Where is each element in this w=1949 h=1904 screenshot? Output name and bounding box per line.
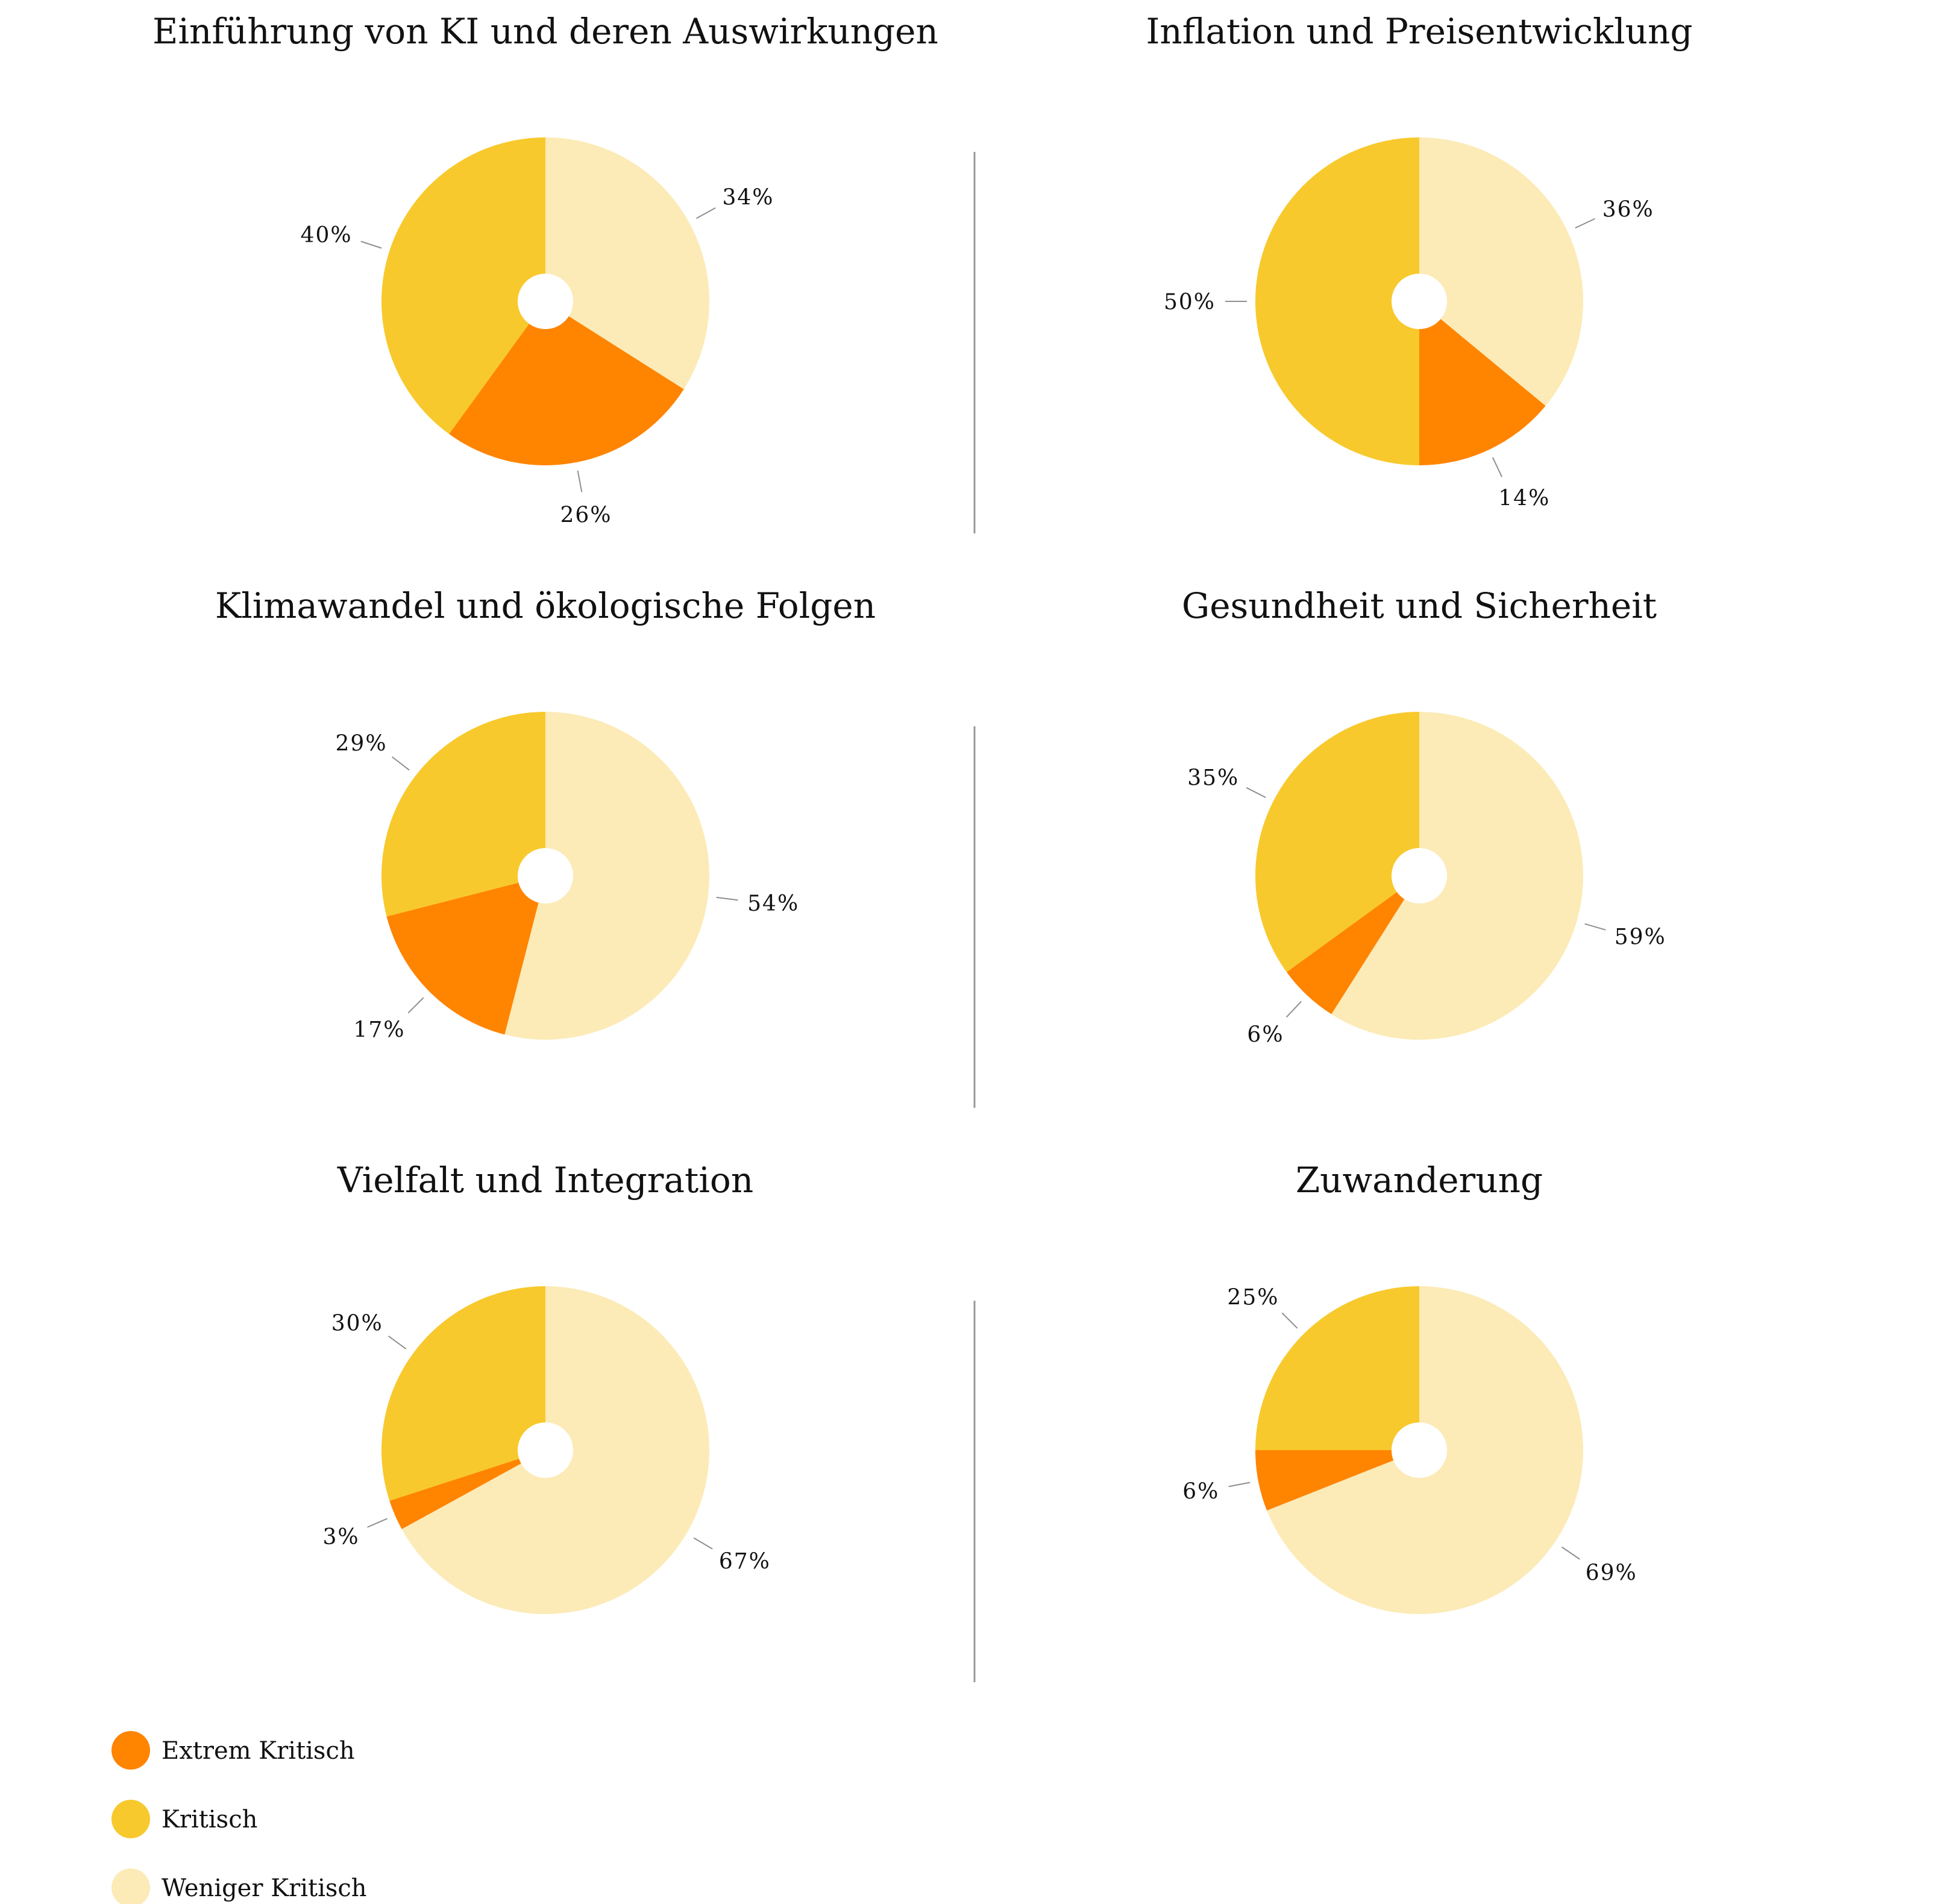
pie-slice-kritisch xyxy=(381,1286,545,1501)
data-label-kritisch: 29% xyxy=(336,731,388,756)
chart-title: Vielfalt und Integration xyxy=(337,1160,753,1201)
pie-chart-gesundheit-und-sicherheit: Gesundheit und Sicherheit 59% 6% 35% xyxy=(1182,585,1666,1047)
data-label-extrem-kritisch: 26% xyxy=(560,503,612,528)
data-label-kritisch: 50% xyxy=(1164,290,1216,315)
pie-slice-weniger-kritisch xyxy=(1419,137,1584,406)
legend-label: Kritisch xyxy=(162,1806,257,1833)
leader-line xyxy=(367,1518,388,1528)
pie-slice-kritisch xyxy=(381,137,545,435)
data-label-weniger-kritisch: 69% xyxy=(1586,1560,1637,1585)
pie-slice-kritisch xyxy=(381,712,545,917)
charts-grid: Einführung von KI und deren Auswirkungen… xyxy=(152,11,1693,1615)
leader-line xyxy=(696,207,716,219)
chart-title: Gesundheit und Sicherheit xyxy=(1182,585,1657,626)
legend-item-extrem-kritisch: Extrem Kritisch xyxy=(111,1731,355,1770)
donut-hole xyxy=(1392,274,1447,329)
data-label-kritisch: 25% xyxy=(1227,1285,1279,1310)
pie-slice-kritisch xyxy=(1255,137,1419,465)
data-label-weniger-kritisch: 59% xyxy=(1615,925,1666,949)
pie-chart-klimawandel-und-oekologische-folgen: Klimawandel und ökologische Folgen 54% 17%… xyxy=(215,585,876,1043)
pie-chart-einfuehrung-von-ki-und-deren-auswirkungen: Einführung von KI und deren Auswirkungen… xyxy=(152,11,938,528)
pie-slice-extrem-kritisch xyxy=(386,876,545,1035)
chart-title: Inflation und Preisentwicklung xyxy=(1146,11,1693,52)
pie-slice-weniger-kritisch xyxy=(504,712,710,1040)
donut-hole xyxy=(518,1422,573,1478)
pie-slice-extrem-kritisch xyxy=(389,1450,545,1530)
leader-line xyxy=(1228,1481,1251,1488)
data-label-extrem-kritisch: 14% xyxy=(1498,486,1550,511)
leader-line xyxy=(407,997,424,1014)
pie-slice-weniger-kritisch xyxy=(1331,712,1584,1040)
leader-line xyxy=(1575,218,1595,229)
legend-label: Extrem Kritisch xyxy=(162,1737,355,1765)
data-label-kritisch: 30% xyxy=(331,1311,383,1336)
legend-item-kritisch: Kritisch xyxy=(111,1800,257,1838)
pie-slice-extrem-kritisch xyxy=(1255,1450,1419,1511)
donut-hole xyxy=(1392,1422,1447,1478)
leader-line xyxy=(391,756,410,771)
pie-slice-extrem-kritisch xyxy=(449,301,684,465)
pie-slice-kritisch xyxy=(1255,1286,1419,1450)
donut-hole xyxy=(518,274,573,329)
donut-hole xyxy=(1392,848,1447,903)
data-label-weniger-kritisch: 67% xyxy=(719,1549,771,1574)
pie-slice-kritisch xyxy=(1255,712,1419,972)
donut-hole xyxy=(518,848,573,903)
pie-chart-inflation-und-preisentwicklung: Inflation und Preisentwicklung 36% 14% 50% xyxy=(1146,11,1693,511)
data-label-weniger-kritisch: 34% xyxy=(722,186,774,210)
legend-swatch xyxy=(111,1731,150,1770)
leader-line xyxy=(1281,1312,1298,1329)
leader-line xyxy=(577,470,583,492)
leader-line xyxy=(1492,457,1503,477)
leader-line xyxy=(693,1537,713,1550)
data-label-extrem-kritisch: 6% xyxy=(1182,1479,1219,1504)
pie-chart-vielfalt-und-integration: Vielfalt und Integration 67% 3% 30% xyxy=(322,1160,770,1614)
leader-line xyxy=(360,240,382,249)
leader-line xyxy=(1584,923,1606,931)
data-label-weniger-kritisch: 54% xyxy=(747,891,799,916)
legend-label: Weniger Kritisch xyxy=(162,1874,367,1902)
pie-slice-weniger-kritisch xyxy=(545,137,709,389)
data-label-kritisch: 40% xyxy=(301,223,353,248)
chart-title: Klimawandel und ökologische Folgen xyxy=(215,585,876,626)
legend-item-weniger-kritisch: Weniger Kritisch xyxy=(111,1868,367,1904)
legend: Extrem Kritisch Kritisch Weniger Kritisch xyxy=(111,1731,367,1904)
data-label-extrem-kritisch: 3% xyxy=(322,1525,359,1550)
pie-slice-extrem-kritisch xyxy=(1286,876,1419,1014)
data-label-weniger-kritisch: 36% xyxy=(1602,198,1654,222)
leader-line xyxy=(716,896,738,901)
chart-title: Zuwanderung xyxy=(1296,1160,1543,1201)
leader-line xyxy=(1246,787,1266,799)
data-label-extrem-kritisch: 6% xyxy=(1247,1022,1284,1047)
leader-line xyxy=(1561,1546,1580,1560)
legend-swatch xyxy=(111,1800,150,1838)
legend-swatch xyxy=(111,1868,150,1904)
chart-title: Einführung von KI und deren Auswirkungen xyxy=(152,11,938,52)
pie-slice-extrem-kritisch xyxy=(1419,301,1546,465)
data-label-kritisch: 35% xyxy=(1187,766,1239,791)
data-label-extrem-kritisch: 17% xyxy=(353,1018,405,1043)
leader-line xyxy=(388,1335,407,1349)
leader-line xyxy=(1285,1001,1302,1018)
pie-chart-zuwanderung: Zuwanderung 69% 6% 25% xyxy=(1182,1160,1637,1615)
